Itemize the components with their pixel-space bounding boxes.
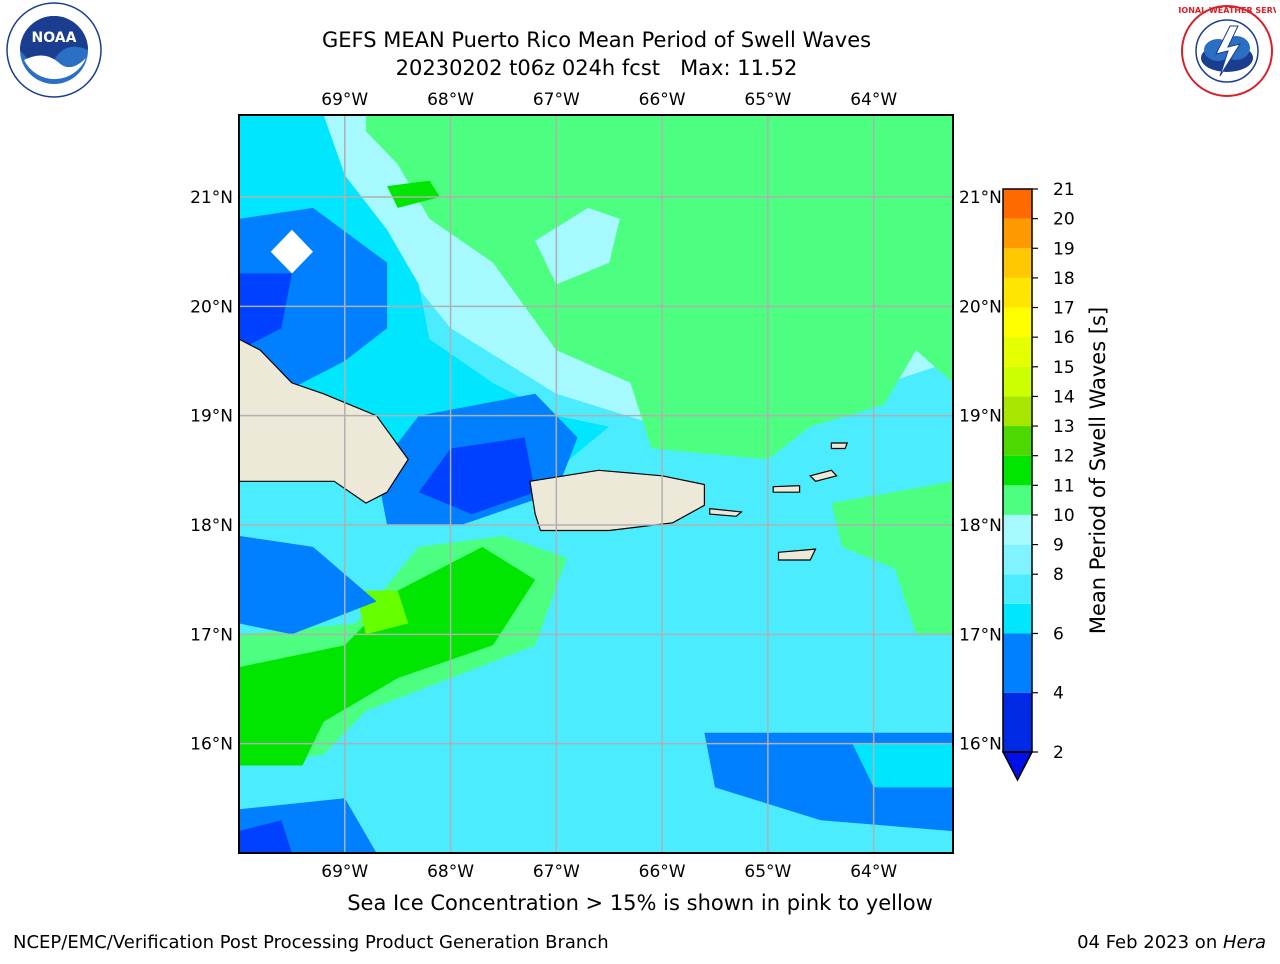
colorbar-tick-label: 8	[1053, 565, 1064, 585]
footer-credit: NCEP/EMC/Verification Post Processing Pr…	[13, 932, 609, 953]
contour-11s-north	[387, 180, 440, 208]
y-tick-label-left: 16°N	[190, 735, 233, 755]
colorbar-segment	[1003, 574, 1032, 604]
colorbar-tick-label: 21	[1053, 180, 1075, 200]
noaa-logo: NOAA	[4, 2, 104, 98]
colorbar-tick-label: 9	[1053, 536, 1064, 556]
missing-data-nw	[270, 229, 313, 274]
colorbar-tick-label: 17	[1053, 299, 1075, 319]
colorbar-extend-min	[1001, 751, 1034, 782]
colorbar-segment	[1003, 189, 1032, 219]
x-tick-label-top: 64°W	[850, 90, 897, 110]
colorbar-tick-label: 18	[1053, 269, 1075, 289]
land-anegada	[830, 442, 849, 450]
colorbar-tick-label: 4	[1053, 684, 1064, 704]
noaa-logo-text: NOAA	[32, 30, 77, 46]
colorbar-tick-label: 10	[1053, 506, 1075, 526]
y-tick-label-right: 16°N	[959, 735, 1002, 755]
y-tick-label-left: 19°N	[190, 407, 233, 427]
y-tick-label-right: 19°N	[959, 407, 1002, 427]
contour-11s-southwest	[239, 546, 536, 766]
x-tick-label-top: 68°W	[427, 90, 474, 110]
colorbar-segment	[1003, 514, 1032, 545]
colorbar-segment	[1003, 485, 1032, 515]
colorbar-tick-label: 12	[1053, 447, 1075, 467]
colorbar-tick-label: 15	[1053, 358, 1075, 378]
x-tick-label-top: 67°W	[533, 90, 580, 110]
subtitle-date: 20230202 t06z 024h fcst	[395, 56, 661, 80]
colorbar-tick-label: 11	[1053, 476, 1075, 496]
y-tick-label-right: 18°N	[959, 516, 1002, 536]
contour-6s-southeast	[852, 743, 953, 788]
land-st-croix	[777, 548, 817, 561]
colorbar-segment	[1003, 603, 1032, 634]
colorbar-tick-label: 16	[1053, 328, 1075, 348]
contour-2s-mona	[418, 437, 536, 515]
colorbar-tick-label: 6	[1053, 624, 1064, 644]
sea-ice-caption: Sea Ice Concentration > 15% is shown in …	[347, 891, 933, 915]
y-tick-label-left: 18°N	[190, 516, 233, 536]
colorbar-segment	[1003, 307, 1032, 338]
subtitle-max: Max: 11.52	[680, 56, 798, 80]
colorbar-label: Mean Period of Swell Waves [s]	[1086, 307, 1110, 634]
nws-logo-text: NATIONAL WEATHER SERVICE	[1178, 6, 1276, 15]
colorbar-segment	[1003, 366, 1032, 397]
x-tick-label-top: 65°W	[744, 90, 791, 110]
x-tick-label-bottom: 66°W	[639, 862, 686, 882]
land-tortola	[809, 469, 838, 482]
chart-subtitle: 20230202 t06z 024h fcst Max: 11.52	[0, 56, 1193, 80]
land-st-thomas	[772, 484, 801, 493]
contour-6s-northwest	[239, 115, 610, 482]
y-tick-label-left: 20°N	[190, 297, 233, 317]
land-vieques	[709, 507, 743, 517]
land-hispaniola	[238, 338, 409, 504]
y-tick-label-left: 17°N	[190, 625, 233, 645]
colorbar-frame	[1002, 188, 1033, 753]
nws-logo: NATIONAL WEATHER SERVICE	[1161, 4, 1280, 98]
colorbar-segment	[1003, 337, 1032, 367]
x-tick-label-bottom: 65°W	[744, 862, 791, 882]
colorbar-segment	[1003, 396, 1032, 427]
colorbar-segment	[1003, 692, 1032, 752]
colorbar-segment	[1003, 248, 1032, 278]
land-puerto-rico	[529, 469, 705, 532]
x-tick-label-bottom: 68°W	[427, 862, 474, 882]
colorbar-segment	[1003, 455, 1032, 486]
y-tick-label-right: 21°N	[959, 188, 1002, 208]
x-tick-label-bottom: 64°W	[850, 862, 897, 882]
footer-date: 04 Feb 2023 on Hera	[1077, 932, 1266, 953]
contour-2s-northwest	[239, 273, 292, 351]
contour-2s-southwest-edge	[239, 820, 292, 853]
x-tick-label-top: 66°W	[639, 90, 686, 110]
colorbar-segment	[1003, 426, 1032, 456]
x-tick-label-bottom: 67°W	[533, 862, 580, 882]
contour-10s-northeast	[365, 115, 953, 460]
y-tick-label-right: 17°N	[959, 625, 1002, 645]
y-tick-label-right: 20°N	[959, 297, 1002, 317]
footer-host: Hera	[1222, 932, 1266, 953]
x-tick-label-top: 69°W	[321, 90, 368, 110]
colorbar-tick-label: 2	[1053, 743, 1064, 763]
colorbar-tick-label: 19	[1053, 239, 1075, 259]
x-tick-label-bottom: 69°W	[321, 862, 368, 882]
colorbar-segment	[1003, 277, 1032, 308]
y-tick-label-left: 21°N	[190, 188, 233, 208]
colorbar-tick-label: 20	[1053, 210, 1075, 230]
contour-10s-east	[831, 481, 953, 635]
contour-4s-sw-coast	[239, 535, 377, 635]
colorbar-tick-label: 14	[1053, 387, 1075, 407]
chart-title: GEFS MEAN Puerto Rico Mean Period of Swe…	[321, 28, 872, 52]
colorbar-segment	[1003, 218, 1032, 249]
colorbar-tick-label: 13	[1053, 417, 1075, 437]
footer-date-text: 04 Feb 2023 on	[1077, 932, 1223, 953]
plot-frame	[238, 114, 954, 854]
colorbar-segment	[1003, 544, 1032, 575]
colorbar-segment	[1003, 633, 1032, 693]
